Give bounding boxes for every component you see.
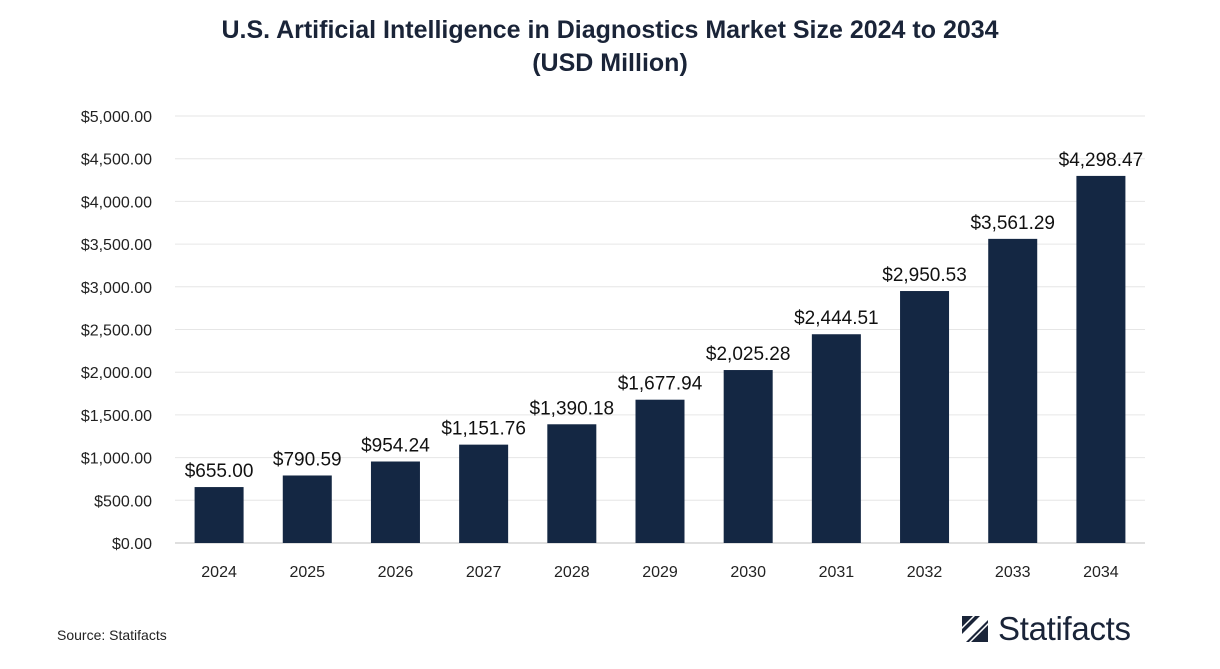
x-tick-label: 2027 <box>466 564 502 581</box>
y-tick-label: $1,500.00 <box>81 408 152 425</box>
data-label: $2,950.53 <box>882 265 967 286</box>
data-label: $1,677.94 <box>618 374 703 395</box>
y-tick-label: $3,000.00 <box>81 280 152 297</box>
bar <box>635 399 685 543</box>
x-tick-label: 2032 <box>907 564 943 581</box>
chart-title-line2: (USD Million) <box>532 49 688 77</box>
x-tick-label: 2033 <box>995 564 1031 581</box>
bar <box>1076 175 1126 544</box>
x-tick-label: 2030 <box>730 564 766 581</box>
source-note: Source: Statifacts <box>57 627 167 643</box>
data-label: $2,444.51 <box>794 308 879 329</box>
statifacts-logo-icon <box>959 613 991 645</box>
y-tick-label: $3,500.00 <box>81 237 152 254</box>
chart-title: U.S. Artificial Intelligence in Diagnost… <box>0 14 1220 80</box>
y-tick-label: $2,000.00 <box>81 365 152 382</box>
y-tick-label: $1,000.00 <box>81 451 152 468</box>
statifacts-logo-text: Statifacts <box>998 610 1131 647</box>
bar <box>900 291 950 543</box>
y-tick-label: $4,500.00 <box>81 152 152 169</box>
data-label: $790.59 <box>273 449 342 470</box>
statifacts-logo: Statifacts <box>958 609 1131 649</box>
data-label: $2,025.28 <box>706 344 791 365</box>
x-tick-label: 2025 <box>289 564 325 581</box>
bar <box>723 370 773 543</box>
bar <box>282 475 332 543</box>
bar <box>811 334 861 543</box>
y-tick-label: $500.00 <box>94 493 152 510</box>
x-tick-label: 2031 <box>819 564 855 581</box>
x-tick-label: 2029 <box>642 564 678 581</box>
y-tick-label: $4,000.00 <box>81 194 152 211</box>
bar <box>194 487 244 543</box>
data-label: $655.00 <box>185 461 254 482</box>
data-label: $4,298.47 <box>1059 150 1144 171</box>
x-tick-label: 2034 <box>1083 564 1119 581</box>
bar <box>459 444 509 543</box>
x-tick-label: 2028 <box>554 564 590 581</box>
data-label: $1,151.76 <box>441 419 526 440</box>
data-label: $954.24 <box>361 436 430 457</box>
y-tick-label: $5,000.00 <box>81 109 152 126</box>
x-tick-label: 2024 <box>201 564 237 581</box>
y-tick-label: $2,500.00 <box>81 323 152 340</box>
bar <box>547 424 597 543</box>
y-tick-label: $0.00 <box>112 536 152 553</box>
bar <box>988 238 1038 543</box>
data-label: $3,561.29 <box>970 213 1055 234</box>
chart-title-line1: U.S. Artificial Intelligence in Diagnost… <box>221 16 999 44</box>
x-tick-label: 2026 <box>378 564 414 581</box>
bar <box>370 461 420 543</box>
data-label: $1,390.18 <box>530 398 615 419</box>
